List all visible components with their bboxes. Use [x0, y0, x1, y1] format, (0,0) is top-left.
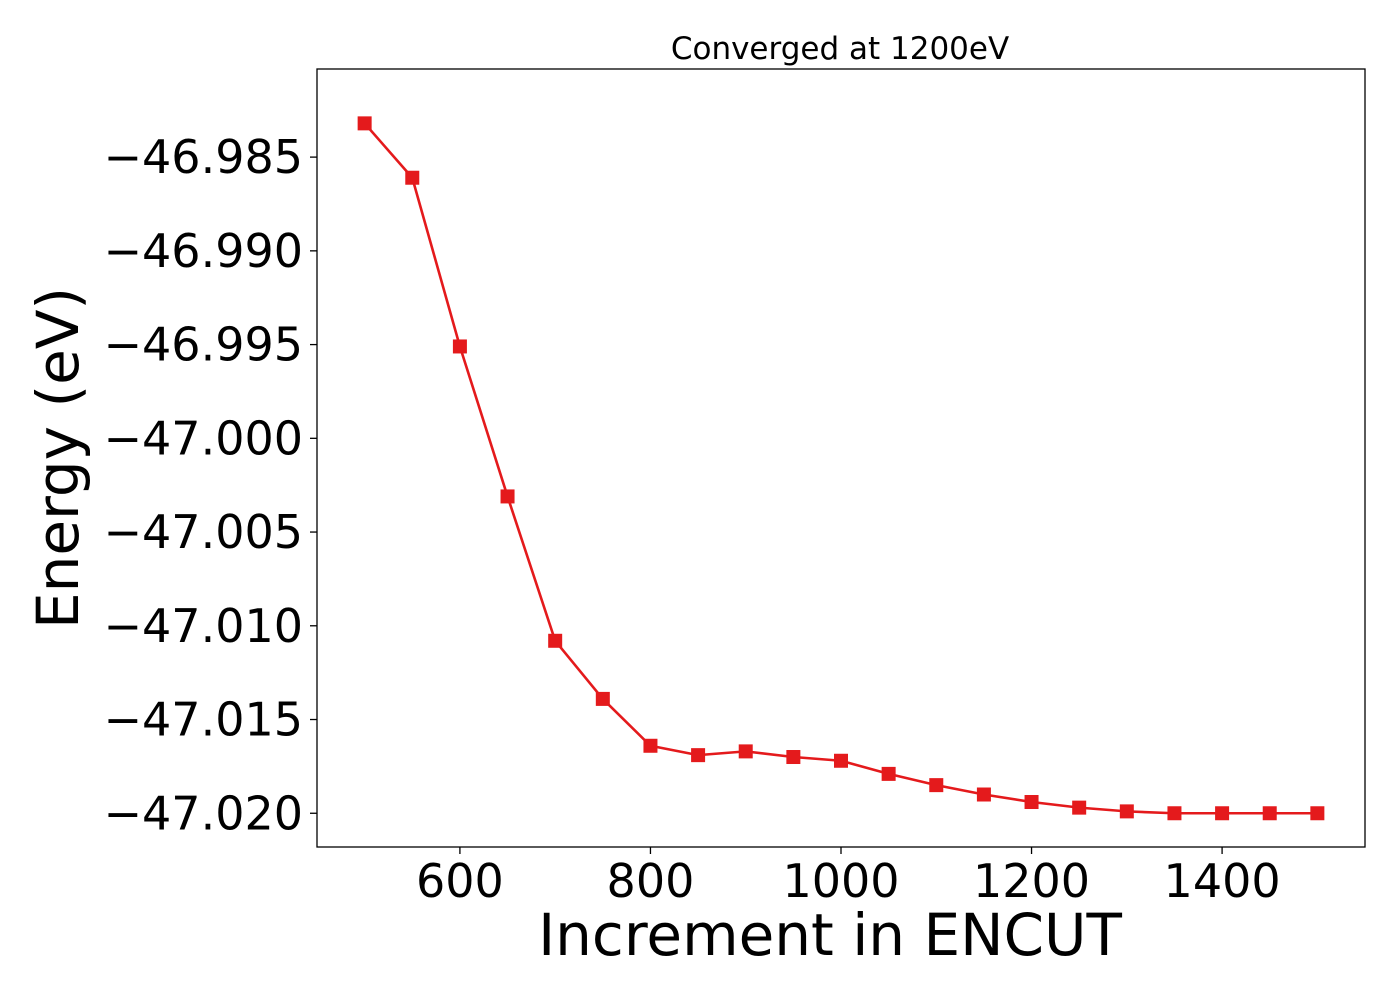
- y-axis-label: Energy (eV): [24, 287, 92, 629]
- data-point-marker: [1072, 800, 1087, 815]
- data-point-marker: [1310, 806, 1325, 821]
- data-point-marker: [691, 748, 706, 763]
- y-tick-label: −47.005: [104, 505, 304, 559]
- y-tick-label: −47.015: [104, 693, 304, 747]
- x-tick-label: 1200: [973, 854, 1090, 908]
- data-point-marker: [834, 753, 848, 768]
- series-line: [363, 122, 1318, 815]
- x-axis-label: Increment in ENCUT: [538, 901, 1122, 969]
- data-point-marker: [738, 744, 753, 759]
- x-tick-label: 600: [416, 854, 504, 908]
- data-point-marker: [500, 489, 515, 504]
- data-point-marker: [405, 170, 420, 185]
- chart-title: Converged at 1200eV: [671, 31, 1009, 67]
- data-point-marker: [1119, 804, 1134, 819]
- y-tick-label: −46.985: [104, 130, 304, 184]
- y-axis-ticks: −46.985 −46.990 −46.995 −47.000 −47.005 −47.0…: [104, 130, 317, 840]
- data-point-marker: [881, 766, 896, 781]
- data-point-marker: [1167, 806, 1182, 821]
- data-point-marker: [452, 339, 467, 354]
- y-tick-label: −46.990: [104, 224, 304, 278]
- x-tick-label: 1400: [1164, 854, 1281, 908]
- data-point-marker: [929, 778, 944, 793]
- data-point-marker: [976, 787, 991, 802]
- data-point-marker: [1024, 795, 1039, 810]
- plot-area-frame: [316, 68, 1366, 848]
- data-point-marker: [643, 738, 658, 753]
- y-tick-label: −46.995: [104, 318, 304, 372]
- data-point-marker: [595, 691, 610, 706]
- data-point-marker: [1215, 806, 1230, 821]
- plot-series: [357, 116, 1325, 821]
- x-tick-label: 1000: [782, 854, 899, 908]
- data-point-marker: [786, 750, 801, 765]
- data-point-marker: [548, 633, 563, 648]
- x-tick-label: 800: [607, 854, 695, 908]
- y-tick-label: −47.000: [104, 411, 304, 465]
- data-point-marker: [1262, 806, 1277, 821]
- y-tick-label: −47.020: [104, 786, 304, 840]
- x-axis-ticks: 600 800 1000 1200 1400: [416, 847, 1281, 908]
- data-point-marker: [357, 116, 372, 131]
- y-tick-label: −47.010: [104, 599, 304, 653]
